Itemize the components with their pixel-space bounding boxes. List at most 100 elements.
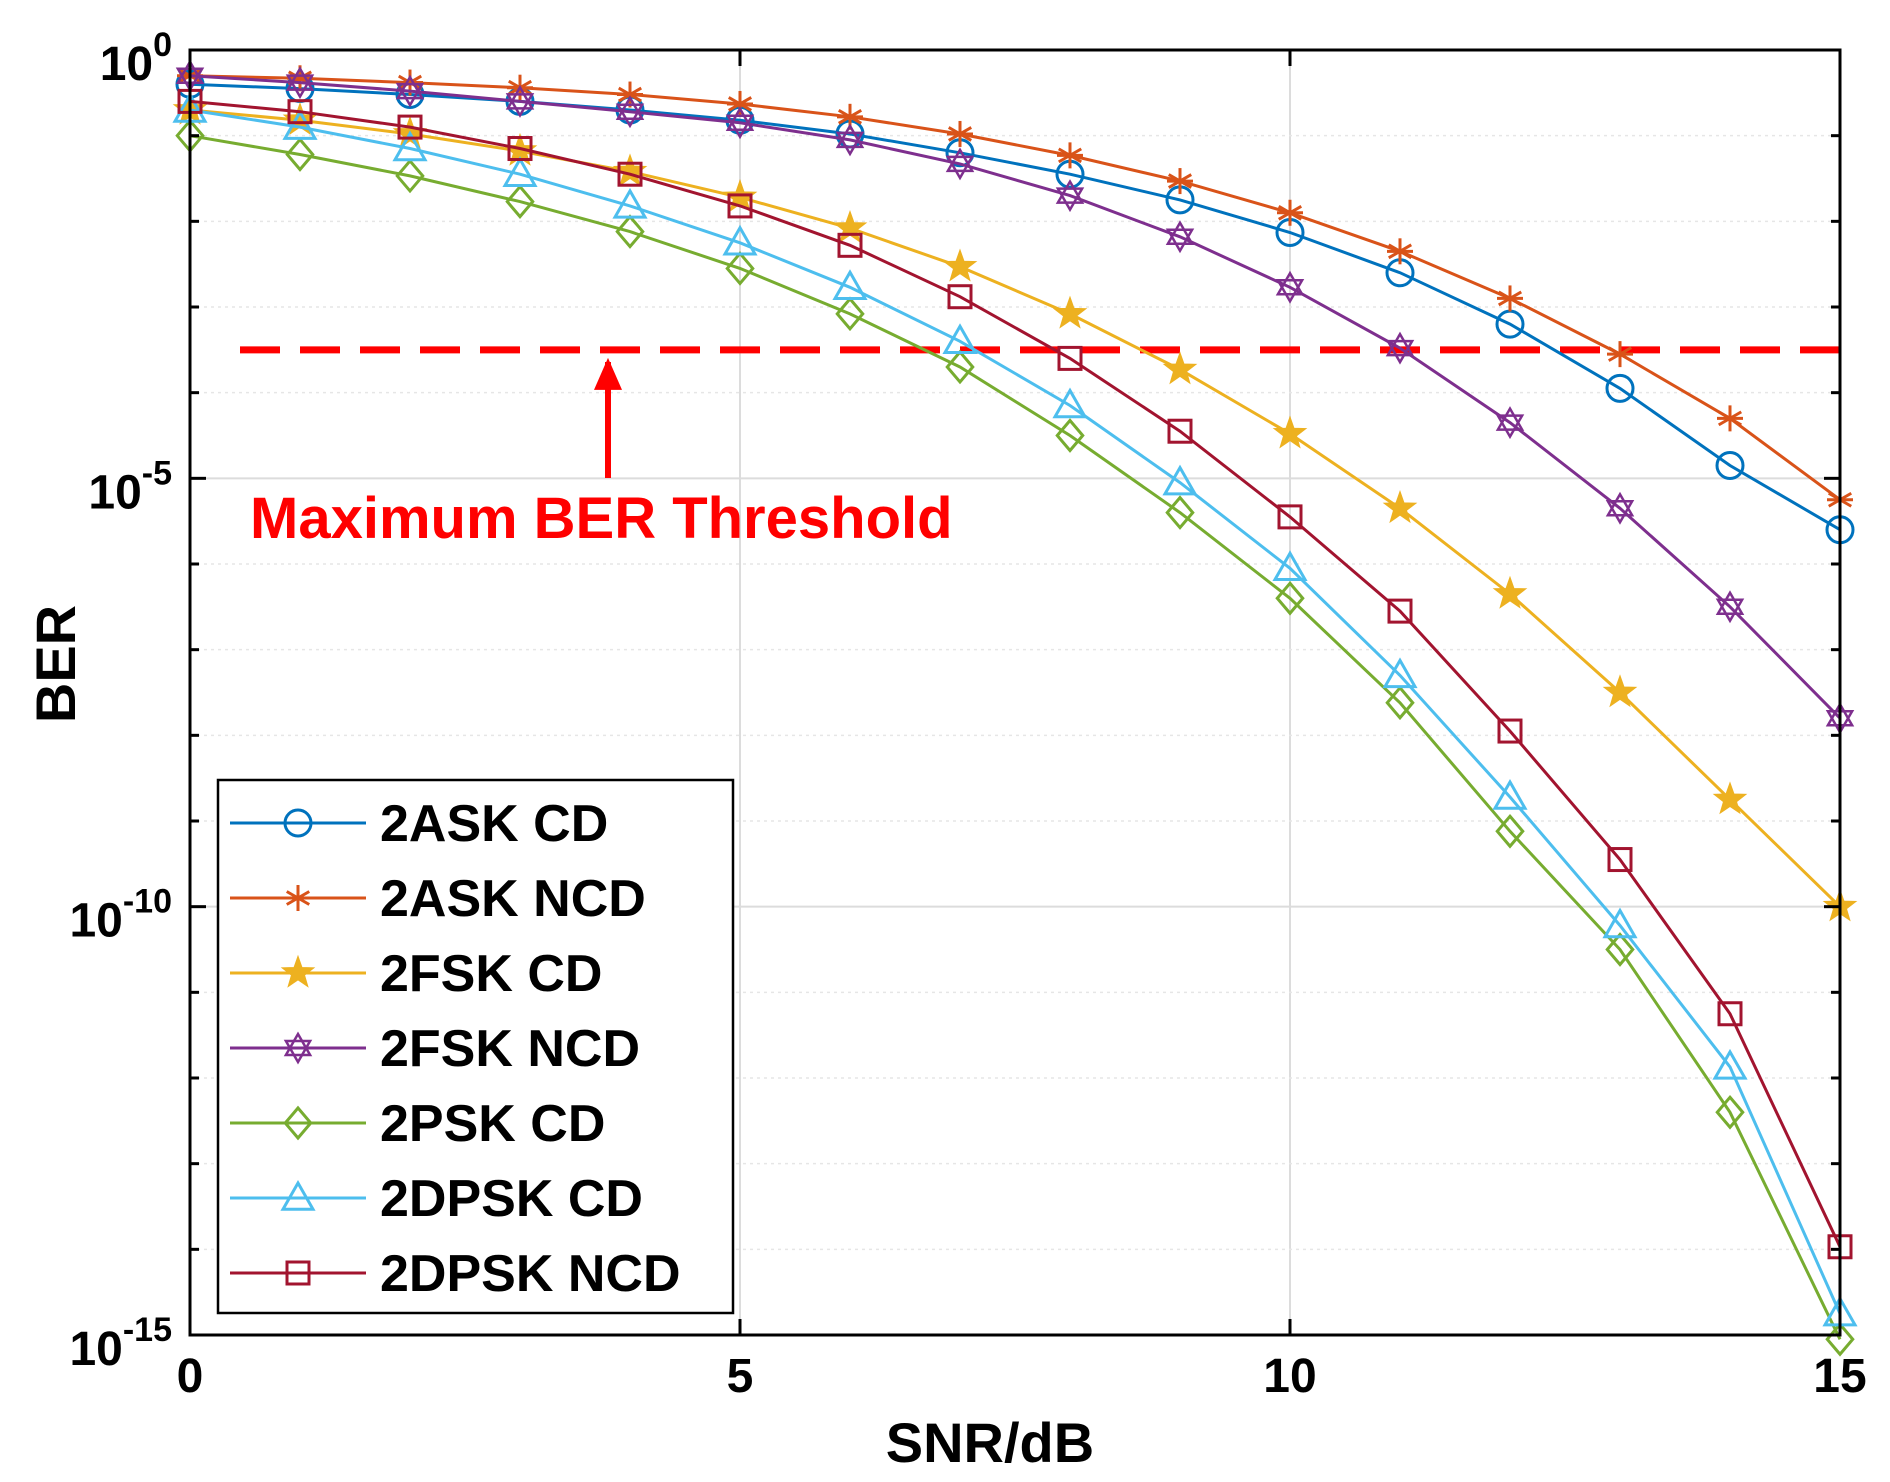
x-tick-label: 5: [727, 1350, 754, 1403]
marker-shape: [283, 808, 313, 838]
triangle-marker: [1052, 387, 1088, 419]
marker-shape: [1602, 674, 1638, 708]
star-marker: [1162, 351, 1198, 385]
triangle-marker: [612, 187, 648, 219]
legend: 2ASK CD 2ASK NCD 2FSK CD 2FSK NCD 2PSK CD 2DP…: [216, 778, 735, 1315]
marker-shape: [392, 130, 428, 162]
square-marker: [507, 136, 533, 162]
threshold-arrow-head: [594, 357, 622, 390]
marker-shape: [1275, 279, 1305, 304]
legend-label: 2FSK NCD: [380, 1020, 640, 1078]
marker-shape: [1385, 339, 1415, 365]
marker-shape: [1495, 406, 1525, 431]
marker-shape: [1715, 590, 1745, 616]
marker-shape: [832, 269, 868, 301]
diamond-marker: [1385, 685, 1415, 721]
marker-shape: [1057, 345, 1083, 371]
star-marker: [1602, 674, 1638, 708]
marker-shape: [725, 106, 755, 132]
star-marker: [1712, 781, 1748, 815]
star-marker: [1382, 490, 1418, 524]
square-marker: [1277, 504, 1303, 530]
marker-shape: [1715, 1094, 1745, 1130]
asterisk-marker: [1167, 168, 1193, 195]
series-line: [189, 134, 1842, 1340]
marker-shape: [612, 187, 648, 219]
marker-shape: [1055, 418, 1085, 453]
legend-entry: 2DPSK NCD: [230, 1245, 681, 1303]
x-tick-label: 15: [1813, 1350, 1866, 1403]
square-marker: [397, 114, 423, 140]
marker-shape: [505, 84, 535, 110]
marker-shape: [1605, 500, 1635, 525]
marker-shape: [1492, 778, 1528, 810]
square-marker: [1717, 1001, 1743, 1027]
threshold-annotation: Maximum BER Threshold: [250, 357, 953, 551]
asterisk-marker: [285, 885, 311, 911]
marker-shape: [1712, 1048, 1748, 1080]
star-marker: [1052, 295, 1088, 329]
square-marker: [1387, 598, 1413, 624]
square-marker: [287, 99, 313, 125]
marker-shape: [1382, 490, 1418, 524]
marker-shape: [1602, 907, 1638, 939]
marker-shape: [1387, 598, 1413, 624]
marker-shape: [835, 296, 865, 332]
star-marker: [1492, 575, 1528, 609]
marker-shape: [1715, 450, 1745, 480]
marker-shape: [280, 954, 316, 988]
marker-shape: [945, 147, 975, 173]
marker-shape: [1275, 270, 1305, 296]
series-line: [189, 108, 1842, 1315]
legend-label: 2PSK CD: [380, 1095, 605, 1153]
marker-shape: [615, 214, 645, 249]
y-axis-label: BER: [24, 605, 87, 723]
marker-shape: [283, 1039, 313, 1065]
hexagram-marker: [1055, 179, 1085, 213]
hexagram-marker: [1495, 406, 1525, 440]
legend-label: 2ASK CD: [380, 795, 608, 853]
diamond-marker: [1495, 813, 1525, 849]
series-2ask-ncd: [177, 62, 1853, 513]
series-2dpsk-cd: [172, 91, 1858, 1327]
triangle-marker: [502, 156, 538, 187]
y-tick-exponent: -15: [123, 1311, 172, 1349]
square-marker: [1167, 418, 1193, 444]
diamond-marker: [285, 137, 315, 172]
asterisk-marker: [1277, 199, 1303, 226]
marker-shape: [837, 232, 863, 258]
series-line: [189, 82, 1841, 531]
y-tick-base: 10: [100, 38, 153, 91]
hexagram-marker: [725, 106, 755, 140]
diamond-marker: [1605, 932, 1635, 967]
marker-shape: [1165, 228, 1195, 254]
marker-shape: [285, 1260, 311, 1286]
marker-shape: [1382, 657, 1418, 689]
hexagram-marker: [1165, 220, 1195, 254]
marker-shape: [1052, 387, 1088, 419]
series-layer: [172, 59, 1858, 1357]
marker-shape: [1055, 179, 1085, 204]
marker-shape: [1605, 491, 1635, 517]
hexagram-marker: [1715, 590, 1745, 624]
square-marker: [1607, 847, 1633, 873]
square-marker: [285, 1260, 311, 1286]
y-tick-base: 10: [69, 1323, 122, 1376]
marker-shape: [1167, 418, 1193, 444]
series-line: [189, 99, 1842, 1248]
marker-shape: [945, 155, 975, 181]
x-axis-label: SNR/dB: [886, 1411, 1094, 1474]
marker-shape: [725, 114, 755, 140]
legend-entry: 2DPSK CD: [230, 1170, 643, 1228]
marker-shape: [1277, 504, 1303, 530]
asterisk-marker: [1497, 285, 1523, 312]
diamond-marker: [1275, 580, 1305, 616]
diamond-marker: [945, 349, 975, 385]
x-tick-labels: 0 5 10 15: [177, 1350, 1867, 1403]
triangle-marker: [1272, 550, 1308, 582]
marker-shape: [722, 224, 758, 256]
legend-label: 2DPSK CD: [380, 1170, 643, 1228]
triangle-marker: [832, 269, 868, 301]
marker-shape: [1495, 813, 1525, 849]
